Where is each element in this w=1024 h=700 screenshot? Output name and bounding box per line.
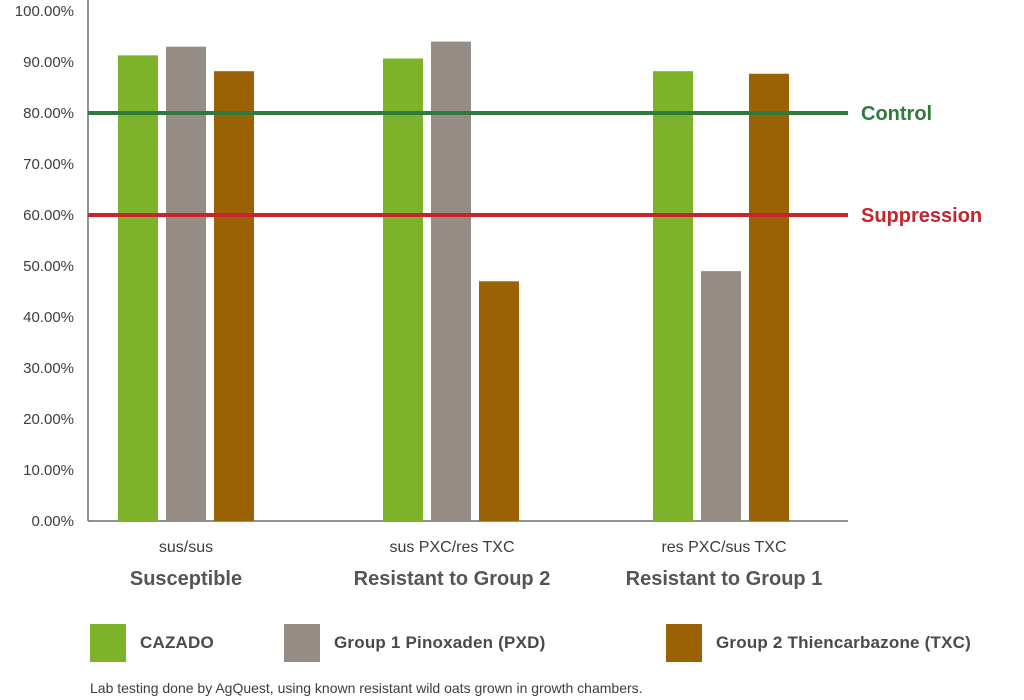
bar-2-1: [166, 46, 206, 521]
bar-2-3: [701, 271, 741, 521]
y-tick-label: 0.00%: [31, 513, 74, 530]
bar-3-3: [749, 73, 789, 521]
bar-1-2: [383, 58, 423, 522]
legend-item-cazado: CAZADO: [90, 624, 214, 662]
legend-label-thiencarbazone: Group 2 Thiencarbazone (TXC): [716, 633, 971, 652]
legend-label-pinoxaden: Group 1 Pinoxaden (PXD): [334, 633, 546, 652]
legend-item-thiencarbazone: Group 2 Thiencarbazone (TXC): [666, 624, 971, 662]
footnote: Lab testing done by AgQuest, using known…: [90, 680, 643, 696]
bar-3-2: [479, 281, 519, 521]
category-label: Resistant to Group 2: [354, 568, 551, 590]
y-tick-label: 20.00%: [23, 411, 74, 428]
category-sublabel: sus/sus: [159, 539, 213, 556]
reference-label-control: Control: [861, 103, 932, 125]
bar-2-2: [431, 41, 471, 521]
bar-1-1: [118, 55, 158, 522]
legend-label-cazado: CAZADO: [140, 633, 214, 652]
legend-swatch-thiencarbazone: [666, 624, 702, 662]
y-tick-label: 60.00%: [23, 207, 74, 224]
bar-chart: 0.00% 10.00% 20.00% 30.00% 40.00% 50.00% 60.00…: [15, 0, 982, 590]
y-tick-label: 30.00%: [23, 360, 74, 377]
bar-3-1: [214, 71, 254, 522]
legend-swatch-cazado: [90, 624, 126, 662]
y-tick-label: 90.00%: [23, 54, 74, 71]
legend: CAZADO Group 1 Pinoxaden (PXD) Group 2 T…: [90, 624, 1020, 664]
y-tick-label: 10.00%: [23, 462, 74, 479]
y-tick-label: 100.00%: [15, 3, 74, 20]
y-tick-label: 40.00%: [23, 309, 74, 326]
y-tick-label: 50.00%: [23, 258, 74, 275]
category-label: Resistant to Group 1: [626, 568, 823, 590]
category-label: Susceptible: [130, 568, 242, 590]
y-tick-label: 80.00%: [23, 105, 74, 122]
legend-item-pinoxaden: Group 1 Pinoxaden (PXD): [284, 624, 545, 662]
reference-label-suppression: Suppression: [861, 205, 982, 227]
category-sublabel: res PXC/sus TXC: [661, 539, 786, 556]
legend-swatch-pinoxaden: [284, 624, 320, 662]
bar-1-3: [653, 71, 693, 522]
y-tick-label: 70.00%: [23, 156, 74, 173]
category-sublabel: sus PXC/res TXC: [389, 539, 514, 556]
